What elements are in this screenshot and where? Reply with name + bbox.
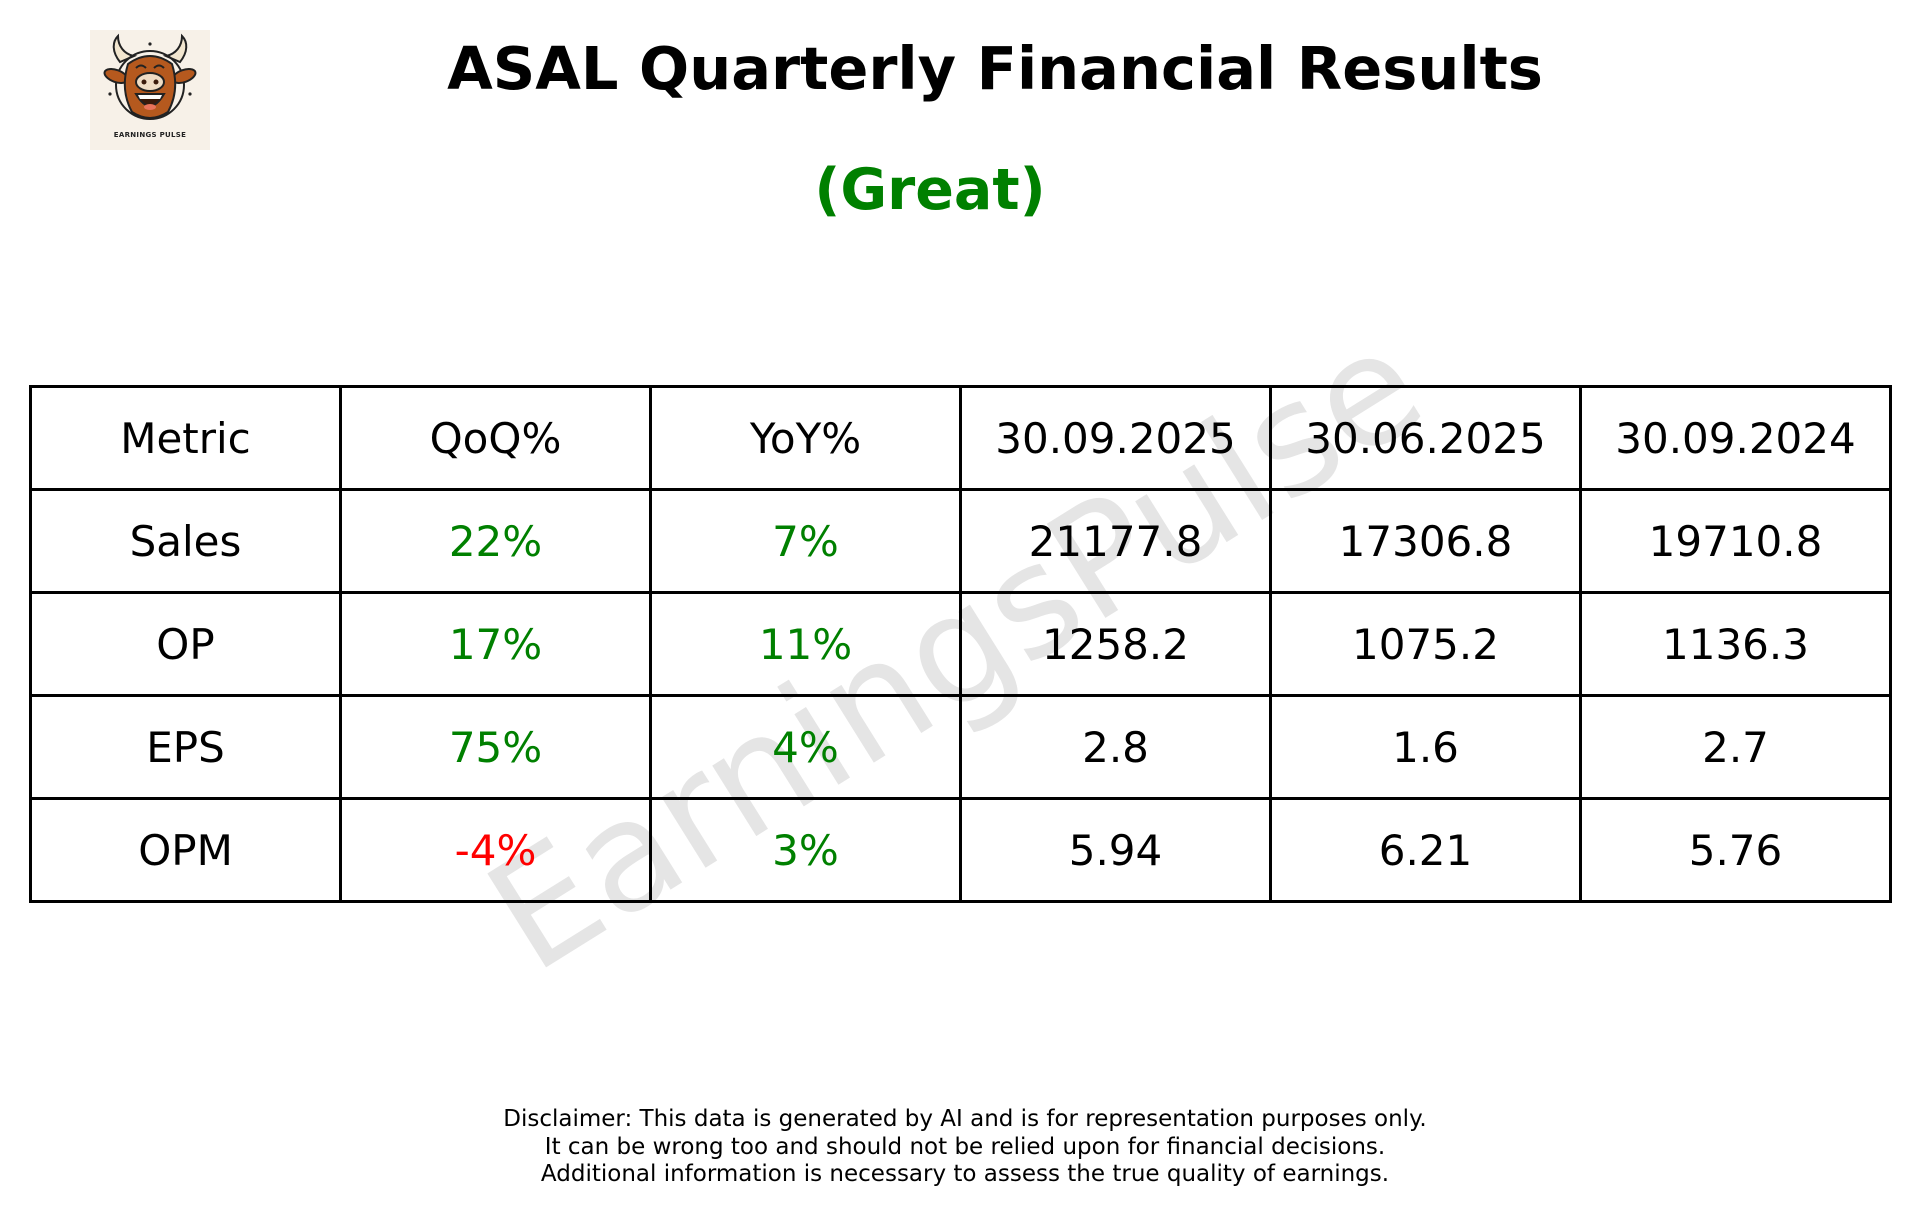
qoq-cell: -4%: [339, 797, 652, 903]
qoq-cell: 17%: [339, 591, 652, 697]
disclaimer-line: Additional information is necessary to a…: [540, 1161, 1390, 1187]
yoy-cell: 3%: [649, 797, 962, 903]
value-cell: 1.6: [1269, 694, 1582, 800]
qoq-cell: 22%: [339, 488, 652, 594]
table-row: OP 17% 11% 1258.2 1075.2 1136.3: [29, 591, 1892, 697]
table-row: OPM -4% 3% 5.94 6.21 5.76: [29, 797, 1892, 903]
metric-cell: EPS: [29, 694, 342, 800]
value-cell: 1136.3: [1579, 591, 1892, 697]
metric-cell: Sales: [29, 488, 342, 594]
column-header-metric: Metric: [29, 385, 342, 491]
disclaimer: Disclaimer: This data is generated by AI…: [0, 1106, 1919, 1189]
value-cell: 6.21: [1269, 797, 1582, 903]
value-cell: 2.7: [1579, 694, 1892, 800]
disclaimer-line: It can be wrong too and should not be re…: [544, 1133, 1386, 1160]
value-cell: 1258.2: [959, 591, 1272, 697]
column-header-qoq: QoQ%: [339, 385, 652, 491]
table-header-row: Metric QoQ% YoY% 30.09.2025 30.06.2025 3…: [29, 385, 1892, 491]
results-table: Metric QoQ% YoY% 30.09.2025 30.06.2025 3…: [29, 385, 1892, 903]
column-header-quarter-1: 30.09.2025: [959, 385, 1272, 491]
value-cell: 2.8: [959, 694, 1272, 800]
column-header-yoy: YoY%: [649, 385, 962, 491]
metric-cell: OPM: [29, 797, 342, 903]
qoq-cell: 75%: [339, 694, 652, 800]
page-title: ASAL Quarterly Financial Results: [447, 34, 1543, 103]
column-header-quarter-3: 30.09.2024: [1579, 385, 1892, 491]
value-cell: 21177.8: [959, 488, 1272, 594]
yoy-cell: 7%: [649, 488, 962, 594]
column-header-quarter-2: 30.06.2025: [1269, 385, 1582, 491]
bull-head-icon: [103, 33, 197, 120]
rating-label: (Great): [814, 157, 1046, 223]
table-row: Sales 22% 7% 21177.8 17306.8 19710.8: [29, 488, 1892, 594]
value-cell: 5.94: [959, 797, 1272, 903]
earnings-pulse-logo: EARNINGS PULSE: [90, 30, 210, 150]
yoy-cell: 11%: [649, 591, 962, 697]
value-cell: 1075.2: [1269, 591, 1582, 697]
logo-caption: EARNINGS PULSE: [113, 131, 187, 139]
value-cell: 5.76: [1579, 797, 1892, 903]
disclaimer-line: Disclaimer: This data is generated by AI…: [503, 1106, 1427, 1132]
metric-cell: OP: [29, 591, 342, 697]
value-cell: 17306.8: [1269, 488, 1582, 594]
value-cell: 19710.8: [1579, 488, 1892, 594]
yoy-cell: 4%: [649, 694, 962, 800]
table-row: EPS 75% 4% 2.8 1.6 2.7: [29, 694, 1892, 800]
